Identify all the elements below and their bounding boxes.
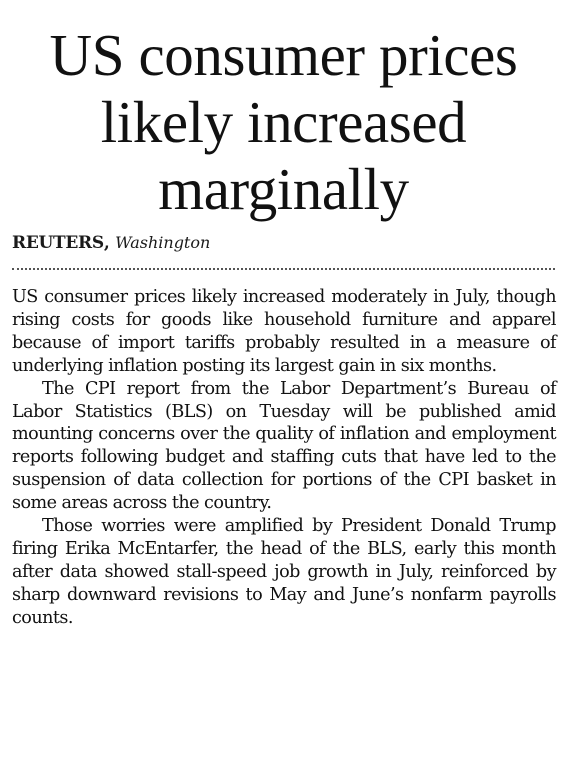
headline-line-1: US consumer prices	[49, 22, 518, 88]
headline-line-3: marginally	[158, 156, 409, 222]
byline-agency: REUTERS	[12, 233, 104, 253]
article-paragraph-3: Those worries were amplified by Presiden…	[12, 516, 557, 628]
article-body: US consumer prices likely increased mode…	[12, 286, 557, 630]
byline-location: Washington	[115, 233, 211, 252]
dotted-divider	[12, 268, 555, 270]
article-paragraph-2: The CPI report from the Labor Department…	[12, 378, 557, 514]
byline: REUTERS, Washington	[12, 232, 210, 254]
byline-separator: ,	[103, 233, 110, 253]
headline-line-2: likely increased	[100, 89, 467, 155]
article-paragraph-1: US consumer prices likely increased mode…	[12, 287, 557, 376]
article-headline: US consumer prices likely increased marg…	[0, 0, 567, 223]
